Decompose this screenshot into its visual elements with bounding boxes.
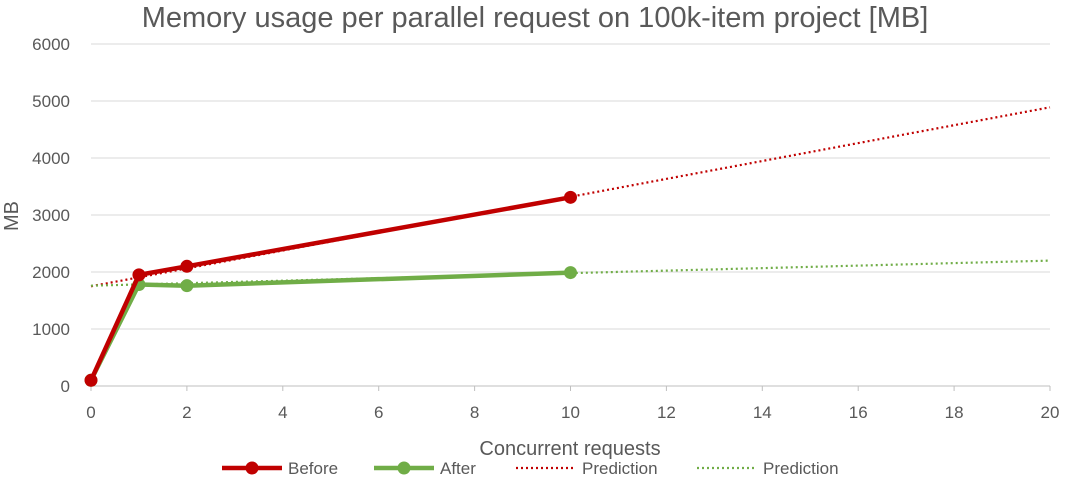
legend-item: Prediction xyxy=(697,459,839,478)
after-point xyxy=(564,266,577,280)
after-point xyxy=(180,279,194,293)
x-tick-label: 12 xyxy=(657,403,676,422)
series-before-0 xyxy=(84,190,577,387)
before-point xyxy=(564,190,577,204)
chart-title: Memory usage per parallel request on 100… xyxy=(141,2,929,34)
legend-marker xyxy=(245,461,259,475)
x-tick-label: 16 xyxy=(849,403,868,422)
x-tick-label: 0 xyxy=(86,403,95,422)
x-tick-label: 4 xyxy=(278,403,287,422)
y-tick-label: 4000 xyxy=(32,149,70,168)
x-axis xyxy=(90,385,1051,391)
legend-label: Before xyxy=(288,459,338,478)
legend-item: After xyxy=(374,459,476,478)
before-point xyxy=(132,268,146,282)
legend-item: Prediction xyxy=(516,459,658,478)
y-tick-label: 1000 xyxy=(32,320,70,339)
y-tick-label: 0 xyxy=(61,377,70,396)
legend: Before After Prediction Prediction xyxy=(222,459,839,478)
y-axis: 0 1000 2000 3000 4000 5000 6000 xyxy=(32,35,70,396)
legend-marker xyxy=(397,461,411,475)
x-tick-label: 18 xyxy=(945,403,964,422)
y-tick-label: 3000 xyxy=(32,206,70,225)
legend-item: Before xyxy=(222,459,338,478)
series-layer xyxy=(84,106,1051,387)
x-tick-label: 8 xyxy=(470,403,479,422)
before-point xyxy=(180,259,194,273)
x-tick-labels: 0 2 4 6 8 10 12 14 16 18 20 xyxy=(86,403,1059,422)
x-tick-label: 2 xyxy=(182,403,191,422)
after-line xyxy=(88,270,573,383)
x-tick-label: 10 xyxy=(561,403,580,422)
gridlines xyxy=(91,43,1050,330)
y-tick-label: 2000 xyxy=(32,263,70,282)
y-axis-label: MB xyxy=(1,201,23,231)
legend-label: Prediction xyxy=(582,459,658,478)
legend-label: After xyxy=(440,459,476,478)
x-tick-label: 14 xyxy=(753,403,772,422)
legend-label: Prediction xyxy=(763,459,839,478)
y-tick-label: 5000 xyxy=(32,92,70,111)
x-tick-label: 6 xyxy=(374,403,383,422)
before-point xyxy=(84,373,98,387)
y-tick-label: 6000 xyxy=(32,35,70,54)
x-axis-label: Concurrent requests xyxy=(479,438,660,460)
before-line xyxy=(88,195,573,383)
series-after-1 xyxy=(84,266,577,387)
x-tick-label: 20 xyxy=(1041,403,1060,422)
